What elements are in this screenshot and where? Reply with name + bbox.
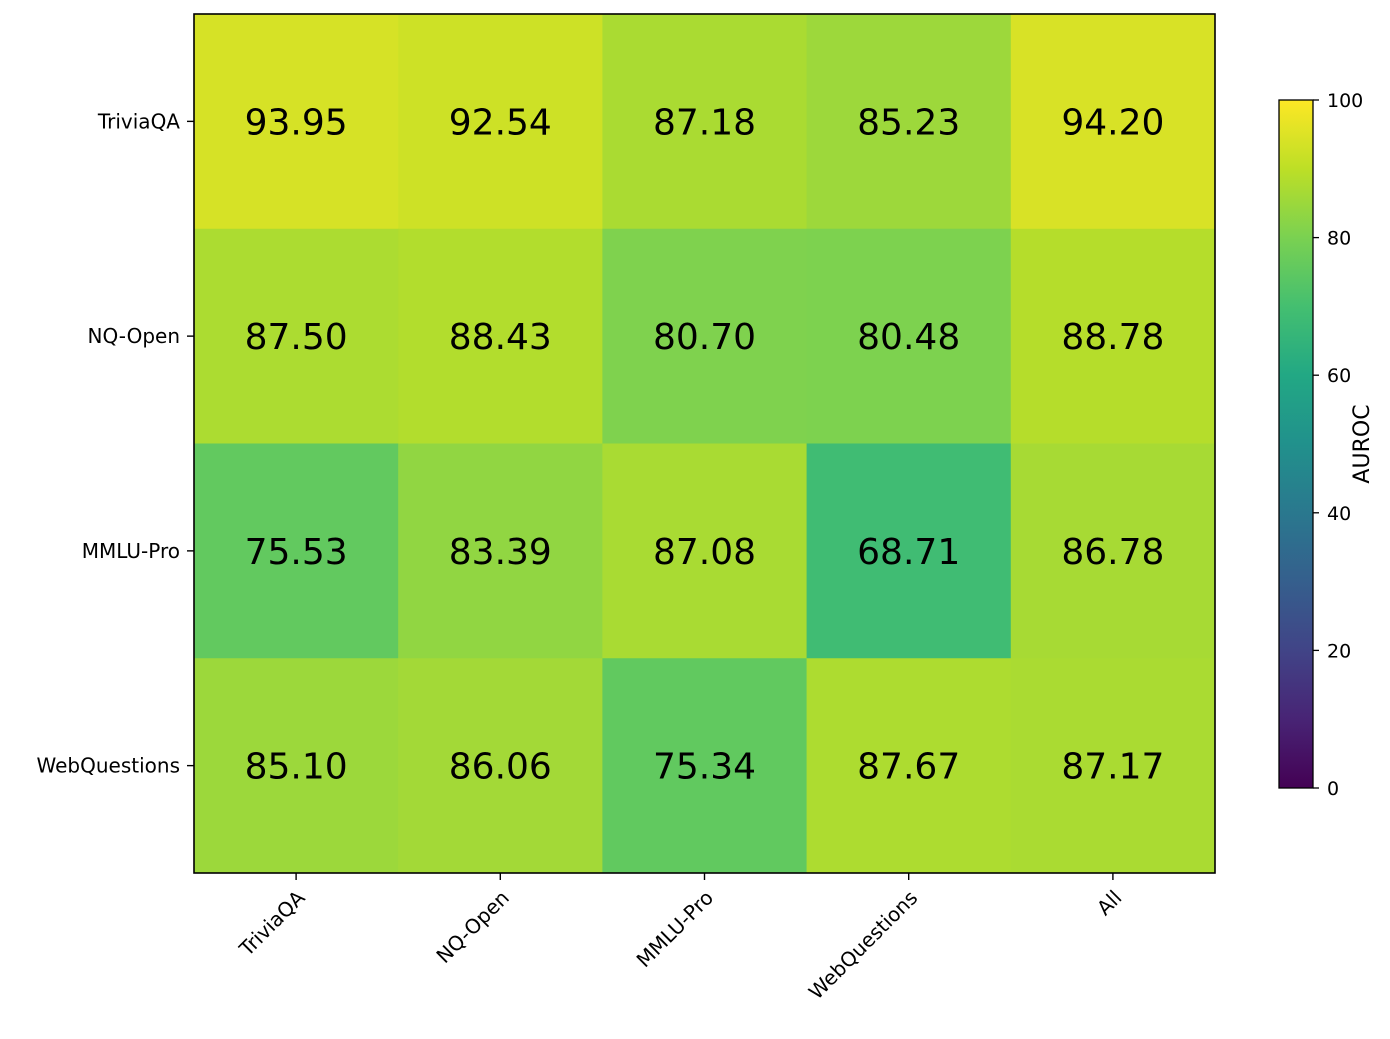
heatmap-cell — [398, 443, 603, 659]
heatmap-cell — [398, 658, 603, 874]
cell-value-label: 87.17 — [1061, 747, 1164, 788]
cell-value-label: 83.39 — [449, 532, 552, 573]
cell-value-label: 75.34 — [653, 747, 756, 788]
colorbar-tick-label: 0 — [1327, 778, 1339, 800]
cell-value-label: 86.06 — [449, 747, 552, 788]
heatmap-cell — [194, 443, 399, 659]
y-tick-label: MMLU-Pro — [82, 539, 180, 563]
heatmap-cell — [602, 228, 808, 444]
cell-value-label: 85.23 — [857, 102, 960, 143]
heatmap-cell — [806, 658, 1012, 874]
heatmap-cell — [602, 658, 808, 874]
x-tick-label: All — [1092, 886, 1127, 921]
heatmap-cell — [1010, 658, 1216, 874]
heatmap-cells — [194, 14, 1216, 874]
heatmap-cell — [602, 443, 808, 659]
colorbar-tick-label: 60 — [1327, 365, 1351, 387]
cell-value-label: 68.71 — [857, 532, 960, 573]
y-tick-label: NQ-Open — [88, 324, 180, 348]
cell-value-label: 92.54 — [449, 102, 552, 143]
heatmap-cell — [806, 443, 1012, 659]
heatmap-cell — [602, 14, 808, 230]
cell-value-label: 88.78 — [1061, 317, 1164, 358]
colorbar-ticks: 0 20 40 60 80 100 — [1313, 90, 1363, 800]
heatmap-cell — [398, 14, 603, 230]
cell-value-label: 86.78 — [1061, 532, 1164, 573]
heatmap-cell — [806, 14, 1012, 230]
colorbar: 0 20 40 60 80 100 AUROC — [1278, 90, 1375, 800]
cell-value-label: 94.20 — [1061, 102, 1164, 143]
x-tick-label: WebQuestions — [804, 886, 922, 1004]
x-axis: TriviaQA NQ-Open MMLU-Pro WebQuestions All — [234, 873, 1127, 1004]
cell-value-label: 80.48 — [857, 317, 960, 358]
colorbar-label: AUROC — [1350, 404, 1375, 483]
cell-value-label: 88.43 — [449, 317, 552, 358]
cell-value-label: 85.10 — [245, 747, 348, 788]
cell-value-label: 87.08 — [653, 532, 756, 573]
cell-value-label: 87.67 — [857, 747, 960, 788]
heatmap-cell — [194, 14, 399, 230]
y-axis: TriviaQA NQ-Open MMLU-Pro WebQuestions — [37, 109, 194, 778]
x-tick-label: TriviaQA — [234, 885, 310, 961]
cell-value-label: 87.18 — [653, 102, 756, 143]
heatmap-cell — [1010, 228, 1216, 444]
heatmap-cell — [1010, 443, 1216, 659]
colorbar-tick-label: 40 — [1327, 503, 1351, 525]
x-tick-label: MMLU-Pro — [632, 886, 718, 972]
heatmap-cell — [194, 658, 399, 874]
y-tick-label: TriviaQA — [97, 109, 180, 133]
heatmap-cell — [194, 228, 399, 444]
cell-value-label: 87.50 — [245, 317, 348, 358]
cell-value-label: 80.70 — [653, 317, 756, 358]
x-tick-label: NQ-Open — [431, 886, 513, 968]
heatmap-cell — [398, 228, 603, 444]
colorbar-tick-label: 100 — [1327, 90, 1363, 112]
y-tick-label: WebQuestions — [37, 754, 180, 778]
cell-value-label: 93.95 — [245, 102, 348, 143]
colorbar-tick-label: 20 — [1327, 640, 1351, 662]
heatmap-cell — [806, 228, 1012, 444]
colorbar-tick-label: 80 — [1327, 228, 1351, 250]
colorbar-gradient — [1278, 99, 1314, 789]
heatmap-cell-labels: 93.95 92.54 87.18 85.23 94.20 87.50 88.43 80.70… — [245, 102, 1165, 787]
cell-value-label: 75.53 — [245, 532, 348, 573]
heatmap-cell — [1010, 14, 1216, 230]
